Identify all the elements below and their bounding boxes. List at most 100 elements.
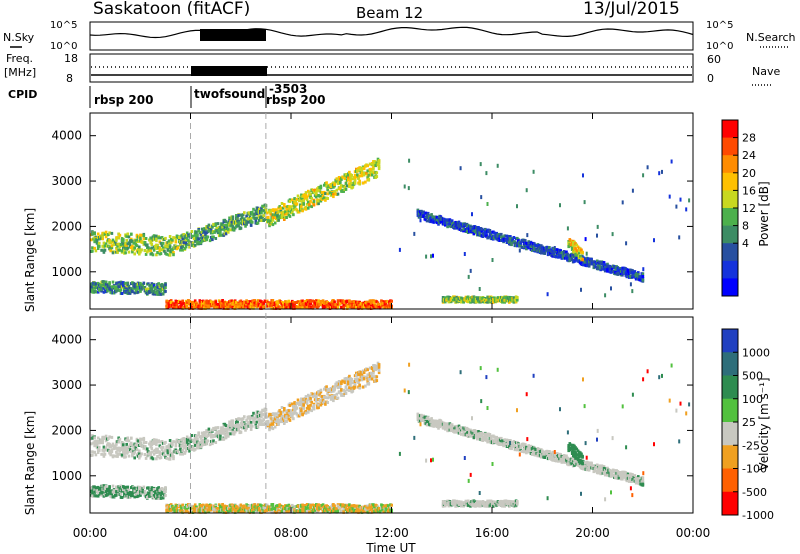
echo-cell [156,289,159,293]
echo-cell [185,302,189,306]
echo-cell [273,425,277,429]
echo-cell [336,305,340,309]
echo-cell [244,224,247,228]
echo-cell [344,377,348,380]
echo-cell [360,174,364,178]
echo-cell [518,248,521,253]
echo-cell [308,306,311,310]
echo-cell [278,414,281,418]
echo-cell [355,379,358,383]
echo-cell [227,434,230,438]
echo-cell [301,209,304,213]
echo-cell [221,299,224,303]
echo-cell [377,369,381,372]
echo-cell [611,232,614,237]
echo-cell [260,209,263,213]
echo-cell [96,451,100,454]
echo-cell [460,228,463,232]
echo-cell [279,206,283,210]
echo-cell [296,300,300,304]
echo-cell [263,205,267,209]
echo-cell [426,212,430,216]
echo-cell [184,449,188,453]
echo-cell [205,238,208,242]
echo-cell [146,243,149,247]
echo-cell [190,230,194,233]
echo-cell [236,215,239,219]
echo-cell [315,395,318,399]
echo-cell [179,243,182,247]
echo-cell [228,420,231,424]
echo-cell [566,226,569,231]
echo-cell [168,457,172,461]
echo-cell [166,452,170,456]
echo-cell [93,240,96,244]
echo-cell [103,244,107,248]
echo-cell [168,245,172,249]
echo-cell [420,413,423,417]
echo-cell [583,200,586,205]
echo-cell [321,398,325,402]
echo-cell [265,415,269,419]
echo-cell [279,410,283,414]
echo-cell [457,220,461,224]
echo-cell [283,408,286,412]
echo-cell [419,218,422,223]
echo-cell [390,299,393,303]
echo-cell [116,250,119,254]
echo-cell [227,227,230,231]
echo-cell [556,248,559,252]
echo-cell [288,214,292,218]
echo-cell [175,303,179,307]
echo-cell [160,440,164,443]
echo-cell [658,171,661,176]
echo-cell [150,450,154,454]
echo-cell [345,388,349,392]
echo-cell [272,209,276,213]
echo-cell [204,306,207,310]
echo-cell [150,284,154,288]
echo-cell [227,431,230,435]
echo-cell [181,449,184,452]
echo-cell [678,235,681,240]
echo-cell [199,445,203,449]
echo-cell [143,249,147,253]
echo-cell [489,232,493,236]
echo-cell [163,453,166,457]
echo-cell [308,304,311,308]
echo-cell [164,448,167,452]
echo-cell [123,248,126,252]
echo-cell [193,233,197,237]
echo-cell [195,301,198,305]
echo-cell [599,268,602,272]
echo-cell [157,292,160,296]
echo-cell [211,238,214,242]
echo-cell [148,238,151,242]
echo-cell [353,383,357,386]
echo-cell [365,171,368,175]
echo-cell [264,208,268,212]
echo-cell [115,238,118,242]
echo-cell [192,441,196,445]
echo-cell [132,445,135,449]
echo-cell [280,202,284,205]
echo-cell [243,211,246,215]
echo-cell [345,184,349,188]
echo-cell [156,251,159,254]
echo-cell [231,215,235,219]
echo-cell [526,233,529,238]
echo-cell [276,420,279,424]
echo-cell [230,220,234,224]
echo-cell [512,296,516,300]
echo-cell [307,200,310,204]
echo-cell [685,207,688,212]
echo-cell [525,247,528,251]
echo-cell [245,426,248,430]
echo-cell [295,412,299,416]
echo-cell [220,301,223,305]
echo-cell [510,243,513,247]
echo-cell [260,206,263,210]
echo-cell [358,179,361,183]
echo-cell [460,432,463,436]
